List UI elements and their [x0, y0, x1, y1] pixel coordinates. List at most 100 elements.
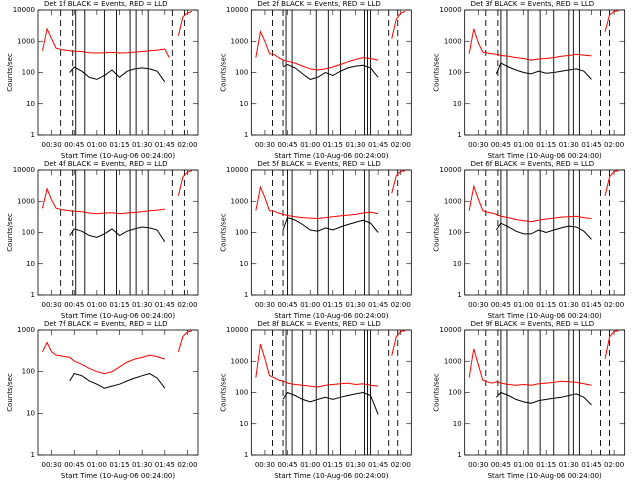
- x-axis-label: Start Time (10-Aug-06 00:24:00): [488, 472, 602, 480]
- chart-title: Det 8f BLACK = Events, RED = LLD: [257, 320, 380, 328]
- series-line: [495, 222, 592, 240]
- chart-panel: Det 1f BLACK = Events, RED = LLD Counts/s…: [6, 0, 199, 160]
- x-tick-label: 01:15: [323, 301, 343, 309]
- y-axis-label: Counts/sec: [219, 53, 227, 92]
- x-tick-label: 01:15: [109, 301, 129, 309]
- x-tick-label: 02:00: [177, 141, 197, 149]
- y-tick-label: 10: [239, 100, 248, 108]
- series-line: [255, 344, 379, 388]
- x-tick-label: 01:30: [132, 301, 152, 309]
- y-axis-label: Counts/sec: [219, 213, 227, 252]
- y-tick-label: 1: [244, 291, 248, 299]
- y-tick-label: 10000: [13, 166, 35, 174]
- y-tick-label: 10000: [439, 326, 461, 334]
- chart-title: Det 7f BLACK = Events, RED = LLD: [44, 320, 167, 328]
- x-axis-label: Start Time (10-Aug-06 00:24:00): [274, 312, 388, 320]
- chart-panel: Det 2f BLACK = Events, RED = LLD Counts/s…: [219, 0, 412, 160]
- series-line: [495, 62, 592, 80]
- x-tick-label: 01:45: [581, 141, 601, 149]
- chart-title: Det 4f BLACK = Events, RED = LLD: [44, 160, 167, 168]
- x-tick-label: 01:45: [368, 301, 388, 309]
- y-tick-label: 100: [448, 229, 461, 237]
- x-tick-label: 01:30: [559, 301, 579, 309]
- series-line: [604, 170, 619, 196]
- y-tick-label: 10: [26, 409, 35, 417]
- x-tick-label: 00:30: [41, 461, 61, 469]
- y-tick-label: 100: [22, 229, 35, 237]
- y-tick-label: 100: [22, 368, 35, 376]
- series-line: [282, 63, 379, 80]
- y-tick-label: 10: [453, 420, 462, 428]
- x-tick-label: 01:45: [581, 301, 601, 309]
- x-tick-label: 01:45: [581, 461, 601, 469]
- x-tick-label: 01:00: [300, 461, 320, 469]
- y-tick-label: 1: [31, 131, 35, 139]
- x-tick-label: 00:45: [277, 461, 297, 469]
- y-tick-label: 10: [239, 420, 248, 428]
- x-tick-label: 01:00: [513, 301, 533, 309]
- series-line: [177, 330, 193, 352]
- series-line: [468, 184, 592, 223]
- chart-panel: Det 5f BLACK = Events, RED = LLD Counts/s…: [219, 160, 412, 320]
- chart-title: Det 1f BLACK = Events, RED = LLD: [44, 0, 167, 8]
- x-tick-label: 01:45: [155, 461, 175, 469]
- series-line: [468, 28, 592, 61]
- chart-panel: Det 3f BLACK = Events, RED = LLD Counts/s…: [433, 0, 626, 160]
- series-line: [42, 27, 170, 58]
- series-line: [255, 30, 379, 71]
- x-tick-label: 01:15: [536, 461, 556, 469]
- y-tick-label: 10000: [226, 326, 248, 334]
- x-tick-label: 00:30: [255, 301, 275, 309]
- x-tick-label: 01:00: [87, 461, 107, 469]
- y-tick-label: 10: [26, 100, 35, 108]
- x-tick-label: 01:15: [323, 141, 343, 149]
- y-axis-label: Counts/sec: [6, 53, 14, 92]
- x-tick-label: 01:00: [300, 141, 320, 149]
- series-line: [391, 10, 406, 39]
- x-tick-label: 01:30: [345, 301, 365, 309]
- y-tick-label: 1000: [231, 357, 249, 365]
- x-tick-label: 01:30: [132, 141, 152, 149]
- plot-frame: [250, 169, 412, 296]
- plot-frame: [464, 9, 626, 136]
- x-tick-label: 00:30: [41, 141, 61, 149]
- y-tick-label: 1000: [444, 357, 462, 365]
- chart-panel: Det 7f BLACK = Events, RED = LLD Counts/s…: [6, 320, 199, 480]
- y-tick-label: 100: [448, 389, 461, 397]
- y-tick-label: 1000: [17, 37, 35, 45]
- y-tick-label: 1000: [444, 37, 462, 45]
- chart-title: Det 9f BLACK = Events, RED = LLD: [471, 320, 594, 328]
- x-tick-label: 01:30: [345, 461, 365, 469]
- series-line: [496, 391, 592, 406]
- plot-frame: [37, 9, 199, 136]
- x-tick-label: 01:30: [132, 461, 152, 469]
- x-tick-label: 01:45: [155, 301, 175, 309]
- series-line: [177, 170, 193, 196]
- y-tick-label: 1: [244, 451, 248, 459]
- series-line: [42, 187, 165, 215]
- x-tick-label: 01:15: [109, 461, 129, 469]
- y-tick-label: 100: [235, 389, 248, 397]
- x-tick-label: 02:00: [177, 301, 197, 309]
- y-tick-label: 10: [26, 260, 35, 268]
- x-tick-label: 00:30: [468, 301, 488, 309]
- chart-title: Det 3f BLACK = Events, RED = LLD: [471, 0, 594, 8]
- y-tick-label: 10000: [439, 6, 461, 14]
- x-tick-label: 02:00: [177, 461, 197, 469]
- y-tick-label: 1000: [444, 197, 462, 205]
- x-tick-label: 01:15: [323, 461, 343, 469]
- series-line: [604, 330, 619, 359]
- y-tick-label: 10: [453, 260, 462, 268]
- x-tick-label: 01:45: [368, 461, 388, 469]
- x-tick-label: 01:30: [559, 141, 579, 149]
- series-line: [42, 341, 165, 375]
- x-tick-label: 01:15: [536, 141, 556, 149]
- x-tick-label: 01:30: [559, 461, 579, 469]
- x-tick-label: 02:00: [604, 141, 624, 149]
- x-axis-label: Start Time (10-Aug-06 00:24:00): [61, 472, 175, 480]
- series-line: [69, 373, 166, 389]
- y-tick-label: 10000: [13, 6, 35, 14]
- y-tick-label: 1000: [17, 326, 35, 334]
- plot-frame: [37, 169, 199, 296]
- y-axis-label: Counts/sec: [433, 213, 441, 252]
